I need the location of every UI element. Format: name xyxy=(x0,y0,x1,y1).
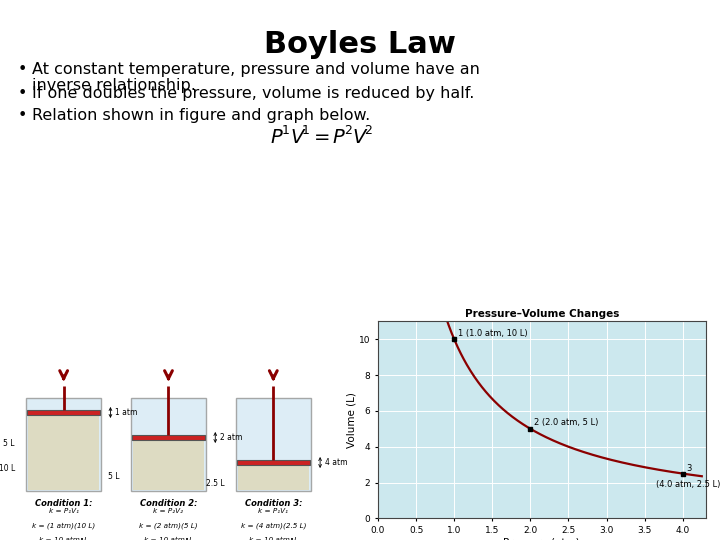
X-axis label: Pressure (atm): Pressure (atm) xyxy=(503,538,580,540)
Text: V: V xyxy=(290,128,303,147)
Text: 2: 2 xyxy=(364,124,372,137)
Text: At constant temperature, pressure and volume have an: At constant temperature, pressure and vo… xyxy=(32,62,480,77)
Text: 3: 3 xyxy=(687,464,692,473)
Bar xyxy=(132,435,204,440)
Title: Pressure–Volume Changes: Pressure–Volume Changes xyxy=(464,309,619,319)
Bar xyxy=(26,399,101,491)
Text: 4 atm: 4 atm xyxy=(325,458,347,467)
Text: P: P xyxy=(332,128,343,147)
Text: k = 10 atm•L: k = 10 atm•L xyxy=(144,537,193,540)
Text: P: P xyxy=(270,128,282,147)
Text: •: • xyxy=(18,86,27,101)
Bar xyxy=(27,410,100,415)
Text: 2: 2 xyxy=(344,124,352,137)
Text: k = (1 atm)(10 L): k = (1 atm)(10 L) xyxy=(32,523,95,529)
Bar xyxy=(133,441,204,490)
Text: =: = xyxy=(314,128,330,147)
Text: k = P₂V₂: k = P₂V₂ xyxy=(153,508,184,514)
Text: If one doubles the pressure, volume is reduced by half.: If one doubles the pressure, volume is r… xyxy=(32,86,474,101)
Text: Condition 1:: Condition 1: xyxy=(35,500,92,509)
Bar xyxy=(236,399,311,491)
Text: 2 (2.0 atm, 5 L): 2 (2.0 atm, 5 L) xyxy=(534,418,598,427)
Text: 1 (1.0 atm, 10 L): 1 (1.0 atm, 10 L) xyxy=(458,329,528,338)
Text: Relation shown in figure and graph below.: Relation shown in figure and graph below… xyxy=(32,108,370,123)
Text: k = (2 atm)(5 L): k = (2 atm)(5 L) xyxy=(139,523,198,529)
Text: inverse relationship.: inverse relationship. xyxy=(32,78,196,93)
Bar xyxy=(237,460,310,465)
Text: 5 L: 5 L xyxy=(4,438,15,448)
Text: Condition 3:: Condition 3: xyxy=(245,500,302,509)
Bar xyxy=(28,416,99,490)
Text: 1 atm: 1 atm xyxy=(115,408,138,417)
Text: k = (4 atm)(2.5 L): k = (4 atm)(2.5 L) xyxy=(240,523,306,529)
Text: 1: 1 xyxy=(282,124,290,137)
Text: 2.5 L: 2.5 L xyxy=(206,480,225,488)
Text: (4.0 atm, 2.5 L): (4.0 atm, 2.5 L) xyxy=(656,480,720,489)
Bar xyxy=(238,466,309,490)
Text: 5 L: 5 L xyxy=(108,472,120,481)
Text: k = P₁V₁: k = P₁V₁ xyxy=(49,508,78,514)
Y-axis label: Volume (L): Volume (L) xyxy=(346,392,356,448)
Text: V: V xyxy=(352,128,365,147)
Text: •: • xyxy=(18,108,27,123)
Text: k = 10 atm•L: k = 10 atm•L xyxy=(39,537,89,540)
Bar xyxy=(131,399,206,491)
Text: 2 atm: 2 atm xyxy=(220,433,242,442)
Text: •: • xyxy=(18,62,27,77)
Text: Boyles Law: Boyles Law xyxy=(264,30,456,59)
Text: k = P₁V₁: k = P₁V₁ xyxy=(258,508,288,514)
Text: 10 L: 10 L xyxy=(0,464,15,474)
Text: Condition 2:: Condition 2: xyxy=(140,500,197,509)
Text: k = 10 atm•L: k = 10 atm•L xyxy=(248,537,298,540)
Text: 1: 1 xyxy=(302,124,310,137)
